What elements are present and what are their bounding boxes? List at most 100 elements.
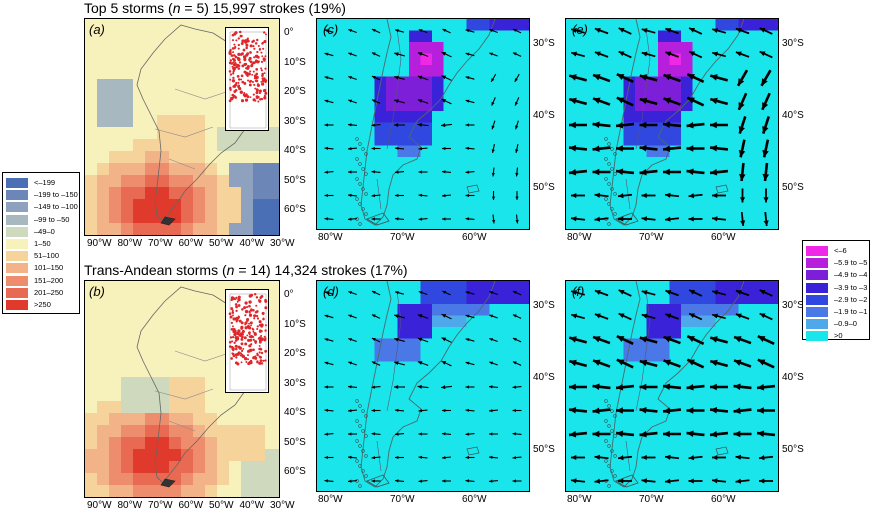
density-cell <box>145 377 158 390</box>
anomaly-cell <box>363 315 375 328</box>
anomaly-cell <box>658 488 670 491</box>
anomaly-cell <box>524 476 529 489</box>
density-cell <box>241 175 254 188</box>
anomaly-cell <box>727 168 739 181</box>
anomaly-cell <box>715 30 728 43</box>
wind-vector-head <box>324 146 329 151</box>
density-cell <box>109 449 122 462</box>
stroke-dot <box>243 62 247 67</box>
wind-vector-head <box>371 408 375 413</box>
stroke-dot <box>262 317 265 321</box>
anomaly-cell <box>669 42 682 54</box>
wind-vector-arrow <box>491 120 496 130</box>
wind-vector-arrow <box>759 50 773 59</box>
anomaly-cell <box>524 465 529 477</box>
anomaly-cell <box>420 430 433 443</box>
wind-vector-head <box>512 385 517 389</box>
anomaly-cell <box>704 30 716 43</box>
anomaly-cell <box>750 373 762 385</box>
anomaly-cell <box>727 53 739 66</box>
wind-vector-head <box>515 149 519 153</box>
density-legend-swatch <box>6 202 28 213</box>
anomaly-cell <box>317 442 329 454</box>
anomaly-cell <box>501 30 513 43</box>
wind-vector-arrow <box>441 455 452 460</box>
wind-vector-arrow <box>639 383 658 391</box>
wind-vector-arrow <box>418 193 428 198</box>
density-cell <box>265 401 278 414</box>
anomaly-cell <box>669 168 682 181</box>
anomaly-cell <box>658 180 670 192</box>
stroke-dot <box>235 296 238 299</box>
density-cell <box>217 139 230 152</box>
anomaly-cell <box>669 327 682 339</box>
anomaly-cell <box>589 134 601 146</box>
anomaly-cell <box>692 476 705 489</box>
wind-vector-head <box>489 291 494 295</box>
anomaly-cell <box>738 203 751 215</box>
anomaly-cell <box>761 419 774 431</box>
anomaly-cell <box>658 327 670 339</box>
wind-vector-head <box>465 361 470 365</box>
density-cell <box>193 103 206 116</box>
density-cell <box>133 175 146 188</box>
density-cell <box>133 353 146 366</box>
wind-vector-arrow <box>571 313 585 320</box>
density-cell <box>133 401 146 414</box>
anomaly-cell <box>715 465 728 477</box>
anomaly-cell <box>600 65 613 77</box>
anomaly-cell <box>328 315 341 328</box>
stroke-dot <box>258 344 261 347</box>
anomaly-cell <box>386 157 398 169</box>
density-cell <box>253 401 266 414</box>
anomaly-cell <box>738 157 751 169</box>
anomaly-cell <box>317 226 329 229</box>
wind-vector-head <box>734 359 742 366</box>
anomaly-cell <box>351 442 364 454</box>
anomaly-cell <box>566 65 578 77</box>
anomaly-cell <box>478 453 490 466</box>
anomaly-cell <box>512 442 525 454</box>
anomaly-cell <box>773 396 778 408</box>
density-cell <box>277 199 279 212</box>
stroke-dot <box>236 74 240 78</box>
wind-vector-arrow <box>663 97 681 106</box>
density-cell <box>205 67 218 80</box>
density-cell <box>181 175 194 188</box>
density-cell <box>241 401 254 414</box>
anomaly-cell <box>397 203 410 215</box>
anomaly-cell <box>612 442 624 454</box>
anomaly-cell <box>577 203 590 215</box>
anomaly-cell <box>669 157 682 169</box>
wind-vector-head <box>418 170 422 174</box>
anomaly-cell <box>455 304 467 316</box>
wind-vector-head <box>441 52 447 56</box>
density-cell <box>193 223 206 235</box>
wind-vector-head <box>641 216 648 222</box>
anomaly-cell <box>501 88 513 100</box>
y-tick-label: 50°S <box>533 182 555 193</box>
anomaly-cell <box>773 145 778 158</box>
density-cell <box>193 473 206 486</box>
anomaly-cell <box>600 19 613 31</box>
anomaly-cell <box>443 281 456 293</box>
stroke-dot <box>232 354 236 358</box>
anomaly-cell <box>646 203 659 215</box>
anomaly-cell <box>363 191 375 204</box>
stroke-dot <box>261 74 264 77</box>
wind-vector-arrow <box>569 383 587 391</box>
anomaly-cell <box>501 453 513 466</box>
wind-vector-arrow <box>442 408 451 413</box>
anomaly-cell <box>738 373 751 385</box>
density-legend-label: 101–150 <box>34 263 64 273</box>
wind-vector-head <box>465 217 470 221</box>
anomaly-cell <box>351 327 364 339</box>
density-cell <box>169 139 182 152</box>
anomaly-cell <box>715 134 728 146</box>
anomaly-cell <box>512 407 525 420</box>
stroke-dot <box>241 64 245 68</box>
anomaly-cell <box>589 465 601 477</box>
stroke-dot <box>233 327 236 331</box>
density-cell <box>241 497 254 498</box>
stroke-dot <box>230 321 234 324</box>
